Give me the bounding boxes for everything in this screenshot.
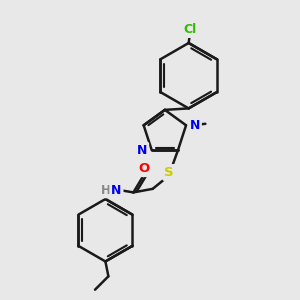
Text: N: N [190,119,200,132]
Text: N: N [137,144,147,157]
Text: O: O [138,162,149,175]
Text: S: S [164,166,174,179]
Text: N: N [111,184,122,196]
Text: Cl: Cl [184,23,197,36]
Text: H: H [100,184,110,196]
